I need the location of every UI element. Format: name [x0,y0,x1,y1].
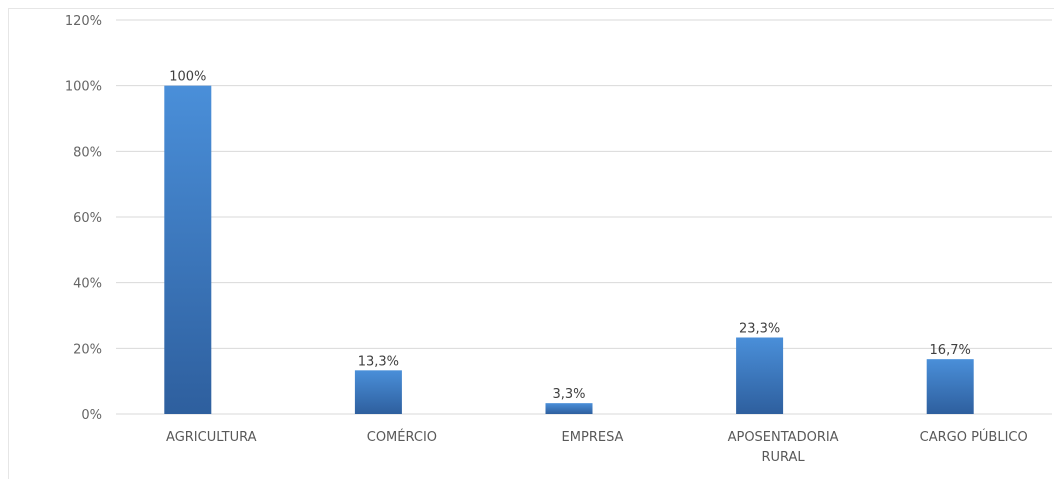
y-tick-label: 100% [65,80,102,95]
y-tick-label: 80% [73,145,102,160]
data-label: 16,7% [930,343,971,358]
x-axis: AGRICULTURA COMÉRCIO EMPRESA APOSENTADORIA R… [166,429,1028,465]
x-tick-label-line: AGRICULTURA [166,430,257,445]
bar [354,370,402,414]
y-tick-label: 20% [73,342,102,357]
data-labels: 100% 13,3% 3,3% 23,3% 16,7% [169,70,971,402]
x-tick-label-line: EMPRESA [562,430,624,445]
bar [736,337,784,414]
data-label: 3,3% [552,387,585,402]
data-label: 13,3% [358,354,399,369]
data-label: 100% [169,70,206,85]
y-tick-label: 120% [65,14,102,29]
x-tick-label: AGRICULTURA [166,430,257,445]
data-label: 23,3% [739,321,780,336]
chart-frame [8,8,1054,479]
y-tick-label: 60% [73,211,102,226]
x-tick-label-line: APOSENTADORIA [728,430,839,445]
bar [926,359,974,414]
bar [545,403,593,414]
y-tick-label: 40% [73,277,102,292]
x-tick-label: COMÉRCIO [367,429,437,445]
x-tick-label: EMPRESA [562,430,624,445]
gridlines [116,19,1052,415]
x-tick-label: APOSENTADORIA RURAL [728,430,839,465]
x-tick-label-line: CARGO PÚBLICO [920,429,1028,445]
y-tick-label: 0% [81,408,102,423]
bars [164,85,974,415]
x-tick-label: CARGO PÚBLICO [920,429,1028,445]
x-tick-label-line: RURAL [761,450,805,465]
y-axis: 0% 20% 40% 60% 80% 100% 120% [65,14,102,423]
bar [164,85,212,415]
x-tick-label-line: COMÉRCIO [367,429,437,445]
